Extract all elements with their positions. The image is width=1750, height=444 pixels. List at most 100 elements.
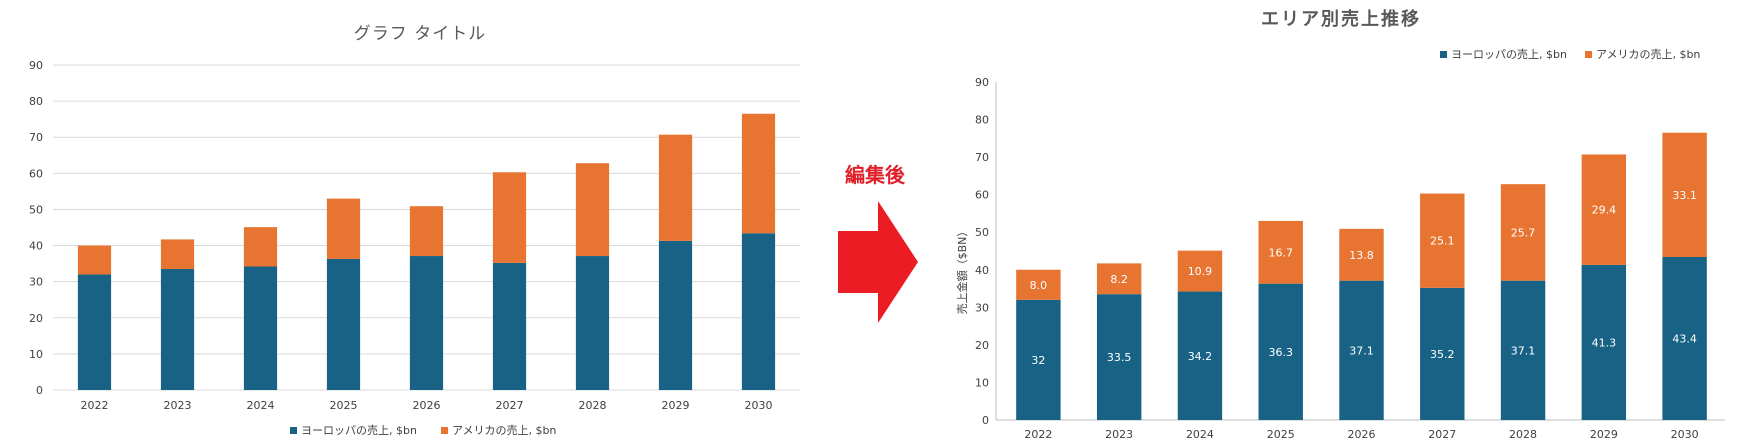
- arrow-right-icon: [838, 201, 918, 323]
- x-tick-label: 2030: [745, 399, 773, 412]
- data-label: 13.8: [1349, 249, 1374, 262]
- legend-swatch-europe: [290, 427, 297, 434]
- y-tick-label: 0: [36, 384, 43, 397]
- x-tick-label: 2022: [81, 399, 109, 412]
- bar-america-2024: [243, 227, 278, 267]
- data-label: 41.3: [1592, 336, 1617, 349]
- x-tick-label: 2028: [1509, 428, 1537, 441]
- caption-after-edit: 編集後: [845, 163, 906, 187]
- y-tick-label: 40: [975, 264, 989, 277]
- bar-europe-2024: [243, 266, 278, 390]
- legend-label-america: アメリカの売上, $bn: [1596, 48, 1700, 61]
- bar-america-2028: [1500, 184, 1546, 281]
- y-axis-ticks-after: 0 10 20 30 40 50 60 70 80 90: [975, 76, 989, 427]
- data-label: 25.7: [1511, 226, 1536, 239]
- legend-label-europe: ヨーロッパの売上, $bn: [301, 424, 417, 437]
- bar-europe-2025: [1258, 283, 1303, 420]
- bar-europe-2028: [1500, 280, 1546, 420]
- data-label: 29.4: [1592, 204, 1617, 217]
- x-tick-label: 2024: [1186, 428, 1214, 441]
- bar-america-2025: [1258, 220, 1303, 284]
- bar-europe-2026: [409, 256, 444, 390]
- x-tick-label: 2029: [1590, 428, 1618, 441]
- bar-america-2025: [326, 198, 361, 259]
- bar-america-2029: [658, 134, 693, 241]
- y-axis-label-after: 売上金額（$BN）: [955, 226, 969, 315]
- bar-europe-2023: [1096, 294, 1142, 420]
- y-tick-label: 0: [982, 414, 989, 427]
- bar-america-2024: [1177, 250, 1223, 292]
- y-tick-label: 90: [29, 59, 43, 72]
- bars-after: 32 8.0 33.5 8.2 34.2 10.9 36.3 16.7 37.1 13.8 35.2…: [1016, 132, 1707, 420]
- data-label: 8.0: [1030, 279, 1048, 292]
- bar-europe-2022: [77, 274, 112, 390]
- x-tick-label: 2026: [413, 399, 441, 412]
- legend-label-europe: ヨーロッパの売上, $bn: [1451, 48, 1567, 61]
- legend-before: ヨーロッパの売上, $bn アメリカの売上, $bn: [290, 424, 556, 437]
- y-tick-label: 80: [29, 95, 43, 108]
- y-tick-label: 30: [29, 276, 43, 289]
- y-tick-label: 60: [975, 189, 989, 202]
- y-tick-label: 10: [29, 348, 43, 361]
- bars-before: [77, 113, 776, 390]
- x-tick-label: 2023: [1105, 428, 1133, 441]
- x-tick-label: 2025: [1267, 428, 1295, 441]
- legend-swatch-america: [441, 427, 448, 434]
- bar-europe-2029: [658, 240, 693, 390]
- y-tick-label: 90: [975, 76, 989, 89]
- data-label: 36.3: [1268, 346, 1293, 359]
- x-tick-label: 2027: [496, 399, 524, 412]
- y-tick-label: 40: [29, 240, 43, 253]
- data-label: 33.1: [1672, 189, 1697, 202]
- bar-america-2029: [1581, 154, 1627, 265]
- y-tick-label: 20: [29, 312, 43, 325]
- bar-america-2028: [575, 163, 610, 257]
- y-tick-label: 20: [975, 339, 989, 352]
- x-tick-label: 2029: [662, 399, 690, 412]
- y-tick-label: 80: [975, 114, 989, 127]
- data-label: 16.7: [1268, 246, 1293, 259]
- x-tick-label: 2028: [579, 399, 607, 412]
- x-tick-label: 2024: [247, 399, 275, 412]
- bar-europe-2030: [1662, 257, 1707, 420]
- bar-europe-2029: [1581, 264, 1627, 420]
- chart-title-before: グラフ タイトル: [354, 24, 486, 44]
- data-label: 34.2: [1188, 350, 1213, 363]
- data-label: 37.1: [1349, 344, 1374, 357]
- bar-america-2027: [1420, 193, 1465, 288]
- y-tick-label: 30: [975, 301, 989, 314]
- data-label: 35.2: [1430, 348, 1455, 361]
- data-label: 25.1: [1430, 235, 1455, 248]
- data-label: 37.1: [1511, 344, 1536, 357]
- bar-europe-2026: [1339, 280, 1384, 420]
- bar-europe-2024: [1177, 291, 1223, 420]
- y-tick-label: 70: [975, 151, 989, 164]
- bar-europe-2023: [160, 269, 195, 390]
- x-axis-ticks-before: 2022 2023 2024 2025 2026 2027 2028 2029 2030: [81, 399, 773, 412]
- legend-swatch-america: [1585, 51, 1592, 58]
- legend-label-america: アメリカの売上, $bn: [452, 424, 556, 437]
- x-tick-label: 2027: [1428, 428, 1456, 441]
- y-axis-ticks-before: 0 10 20 30 40 50 60 70 80 90: [29, 59, 43, 397]
- x-tick-label: 2026: [1348, 428, 1376, 441]
- y-tick-label: 60: [29, 167, 43, 180]
- bar-america-2023: [160, 239, 195, 270]
- data-label: 32: [1031, 354, 1045, 367]
- chart-title-after: エリア別売上推移: [1261, 8, 1421, 30]
- y-tick-label: 50: [29, 203, 43, 216]
- x-tick-label: 2030: [1671, 428, 1699, 441]
- bar-europe-2022: [1016, 299, 1061, 420]
- data-label: 43.4: [1672, 333, 1697, 346]
- data-label: 33.5: [1107, 351, 1132, 364]
- data-label: 8.2: [1110, 273, 1128, 286]
- bar-europe-2030: [741, 233, 776, 390]
- x-tick-label: 2023: [164, 399, 192, 412]
- bar-america-2026: [1339, 228, 1384, 281]
- bar-america-2023: [1096, 263, 1142, 295]
- bar-europe-2027: [1420, 287, 1465, 420]
- data-label: 10.9: [1188, 265, 1213, 278]
- x-axis-ticks-after: 2022 2023 2024 2025 2026 2027 2028 2029 2030: [1024, 428, 1698, 441]
- bar-america-2022: [77, 245, 112, 275]
